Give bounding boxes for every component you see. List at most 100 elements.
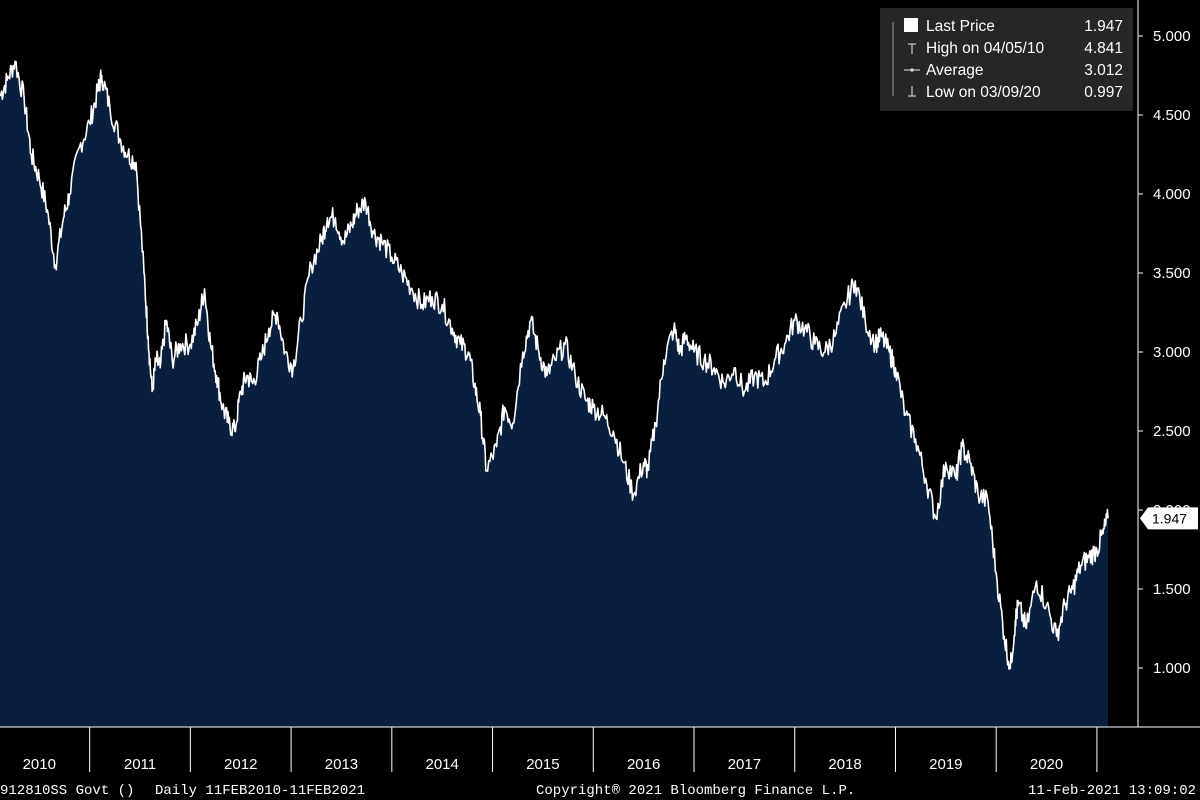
data-point: [554, 359, 556, 361]
data-point: [197, 319, 199, 321]
data-point: [784, 343, 786, 345]
data-point: [834, 335, 836, 337]
last-price-tag: 1.947: [1140, 507, 1198, 530]
data-point: [171, 359, 173, 361]
data-point: [1072, 588, 1074, 590]
data-point: [647, 470, 649, 472]
data-point: [1064, 604, 1066, 606]
data-point: [1046, 604, 1048, 606]
data-point: [284, 351, 286, 353]
x-axis: 2010 2011 2012 2013 2014 2015 2016 2017 2018 2019…: [0, 726, 1200, 773]
data-point: [155, 359, 157, 361]
data-point: [955, 477, 957, 479]
data-point: [713, 367, 715, 369]
data-point: [216, 375, 218, 377]
x-tick-label: 2015: [526, 756, 559, 773]
data-point: [159, 367, 161, 369]
data-point: [143, 272, 145, 274]
data-point: [46, 209, 48, 211]
footer-copyright: Copyright® 2021 Bloomberg Finance L.P.: [536, 783, 855, 799]
data-point: [292, 367, 294, 369]
y-tick-label: 5.000: [1153, 28, 1191, 45]
data-point: [246, 375, 248, 377]
data-point: [1056, 635, 1058, 637]
legend-item-average: Average 3.012: [904, 62, 1123, 79]
data-point: [673, 327, 675, 329]
data-point: [69, 193, 71, 195]
data-point: [451, 327, 453, 329]
data-point: [977, 493, 979, 495]
data-point: [925, 477, 927, 479]
x-tick-label: 2013: [325, 756, 358, 773]
x-tick-label: 2011: [124, 756, 156, 773]
data-point: [723, 383, 725, 385]
data-point: [320, 240, 322, 242]
high-marker-icon: [908, 43, 916, 54]
data-point: [496, 446, 498, 448]
data-point: [334, 217, 336, 219]
data-point: [101, 75, 103, 77]
footer-period: Daily 11FEB2010-11FEB2021: [155, 783, 365, 799]
data-point: [679, 351, 681, 353]
data-point: [179, 343, 181, 345]
data-point: [1107, 517, 1109, 519]
data-point: [564, 343, 566, 345]
data-point: [441, 304, 443, 306]
legend-item-low: Low on 03/09/20 0.997: [908, 84, 1123, 101]
data-point: [1036, 580, 1038, 582]
data-point: [961, 446, 963, 448]
data-point: [1017, 604, 1019, 606]
data-point: [467, 351, 469, 353]
data-point: [685, 335, 687, 337]
data-point: [655, 422, 657, 424]
data-point: [14, 60, 16, 62]
footer-timestamp: 11-Feb-2021 13:09:02: [1028, 783, 1196, 799]
data-point: [854, 280, 856, 282]
data-point: [204, 288, 206, 290]
data-point: [189, 343, 191, 345]
x-tick-label: 2020: [1030, 756, 1063, 773]
footer: 912810SS Govt () Daily 11FEB2010-11FEB20…: [0, 783, 1196, 799]
x-tick-label: 2016: [627, 756, 660, 773]
data-point: [794, 319, 796, 321]
data-point: [63, 217, 65, 219]
x-tick-label: 2012: [224, 756, 257, 773]
data-point: [351, 225, 353, 227]
data-point: [421, 304, 423, 306]
legend-label-high: High on 04/05/10: [926, 40, 1044, 57]
data-point: [1009, 668, 1011, 670]
data-point: [764, 383, 766, 385]
legend-item-last-price: Last Price 1.947: [892, 18, 1123, 96]
data-point: [1014, 620, 1016, 622]
data-point: [888, 351, 890, 353]
last-price-square-icon: [904, 18, 918, 32]
data-point: [612, 430, 614, 432]
plot-area: [0, 60, 1109, 728]
footer-security: 912810SS Govt (): [0, 783, 134, 799]
last-price-tag-value: 1.947: [1152, 510, 1187, 526]
data-point: [693, 351, 695, 353]
data-point: [54, 264, 56, 266]
data-point: [411, 288, 413, 290]
data-point: [260, 359, 262, 361]
data-point: [165, 319, 167, 321]
data-point: [357, 209, 359, 211]
data-point: [300, 319, 302, 321]
data-point: [210, 343, 212, 345]
data-point: [373, 233, 375, 235]
data-point: [643, 462, 645, 464]
data-point: [119, 138, 121, 140]
low-marker-icon: [908, 86, 916, 97]
data-point: [6, 79, 8, 81]
data-point: [546, 375, 548, 377]
y-tick-label: 4.500: [1153, 107, 1191, 124]
data-point: [504, 406, 506, 408]
data-point: [987, 501, 989, 503]
data-point: [774, 359, 776, 361]
data-point: [880, 335, 882, 337]
price-series-line: [0, 60, 1109, 670]
x-tick-label: 2017: [728, 756, 761, 773]
data-point: [1003, 635, 1005, 637]
data-point: [234, 430, 236, 432]
